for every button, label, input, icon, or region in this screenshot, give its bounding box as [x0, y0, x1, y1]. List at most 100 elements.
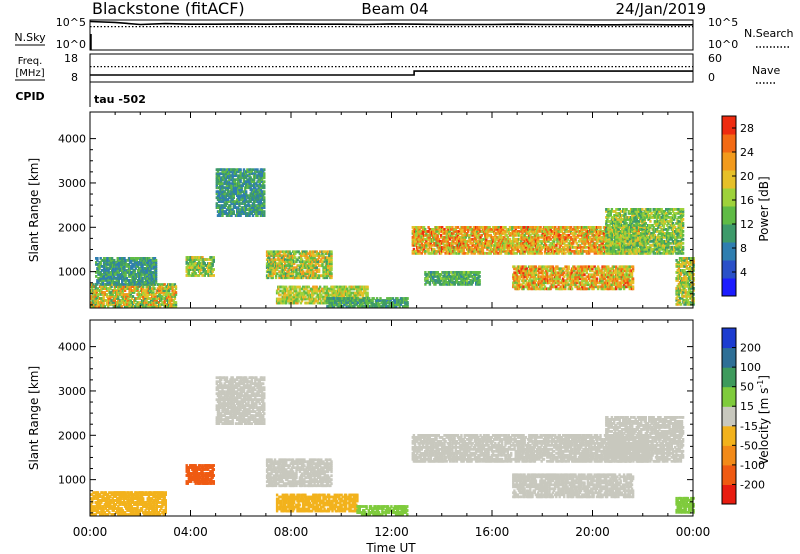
heatmap-cell: [134, 299, 137, 302]
heatmap-cell: [284, 268, 287, 272]
heatmap-cell: [471, 241, 474, 245]
heatmap-cell: [134, 305, 137, 308]
heatmap-cell: [117, 273, 120, 276]
heatmap-cell: [210, 274, 213, 277]
heatmap-cell: [263, 200, 266, 203]
heatmap-cell: [217, 174, 221, 178]
heatmap-cell: [339, 289, 342, 293]
heatmap-cell: [421, 232, 425, 235]
heatmap-cell: [258, 170, 261, 174]
heatmap-cell: [403, 299, 406, 302]
heatmap-cell: [317, 256, 321, 260]
heatmap-cell: [289, 289, 292, 293]
heatmap-cell: [296, 285, 299, 289]
heatmap-cell: [144, 267, 148, 270]
heatmap-cell: [144, 281, 148, 284]
heatmap-cell: [224, 212, 228, 215]
heatmap-cell: [226, 206, 230, 209]
heatmap-cell: [208, 268, 211, 271]
heatmap-cell: [128, 269, 132, 272]
heatmap-cell: [458, 230, 461, 233]
heatmap-cell: [203, 268, 206, 271]
heatmap-cell: [237, 192, 240, 196]
heatmap-cell: [148, 285, 152, 288]
heatmap-cell: [299, 301, 303, 305]
heatmap-cell: [274, 268, 278, 272]
heatmap-cell: [108, 289, 111, 292]
heatmap-cell: [473, 251, 477, 255]
heatmap-cell: [145, 282, 149, 286]
heatmap-cell: [238, 204, 241, 207]
heatmap-cell: [130, 273, 133, 276]
heatmap-cell: [194, 274, 197, 277]
heatmap-cell: [280, 254, 283, 258]
heatmap-cell: [151, 305, 154, 308]
heatmap-cell: [104, 277, 107, 280]
heatmap-cell: [257, 212, 260, 215]
heatmap-cell: [473, 232, 477, 235]
heatmap-cell: [97, 269, 100, 272]
heatmap-cell: [493, 230, 496, 233]
heatmap-cell: [159, 289, 162, 292]
heatmap-cell: [298, 252, 302, 256]
heatmap-cell: [254, 172, 257, 176]
heatmap-cell: [328, 266, 331, 270]
heatmap-cell: [260, 168, 264, 172]
heatmap-cell: [212, 274, 215, 277]
heatmap-cell: [326, 270, 330, 274]
heatmap-cell: [159, 285, 162, 288]
heatmap-cell: [275, 291, 279, 295]
heatmap-cell: [400, 301, 404, 304]
heatmap-cell: [279, 297, 282, 301]
heatmap-cell: [335, 293, 339, 297]
heatmap-cell: [300, 264, 304, 268]
heatmap-cell: [334, 299, 337, 302]
heatmap-cell: [95, 261, 98, 264]
heatmap-cell: [332, 287, 335, 291]
heatmap-cell: [462, 247, 465, 251]
heatmap-cell: [216, 196, 220, 200]
heatmap-cell: [258, 204, 261, 207]
heatmap-cell: [296, 291, 299, 295]
heatmap-cell: [168, 289, 171, 292]
heatmap-cell: [473, 243, 477, 247]
heatmap-cell: [480, 239, 483, 243]
heatmap-cell: [111, 303, 114, 306]
heatmap-cell: [448, 247, 452, 251]
heatmap-cell: [117, 263, 120, 266]
heatmap-cell: [289, 254, 292, 258]
heatmap-cell: [217, 180, 221, 184]
heatmap-cell: [224, 196, 228, 200]
heatmap-cell: [146, 305, 149, 308]
heatmap-cell: [147, 301, 151, 304]
heatmap-cell: [149, 301, 153, 304]
heatmap-cell: [124, 259, 127, 262]
heatmap-cell: [117, 299, 120, 302]
heatmap-cell: [226, 176, 230, 180]
heatmap-cell: [599, 226, 602, 229]
heatmap-cell: [130, 305, 134, 308]
heatmap-cell: [228, 172, 231, 176]
heatmap-cell: [219, 184, 222, 188]
heatmap-cell: [239, 196, 242, 200]
heatmap-cell: [278, 270, 281, 274]
heatmap-cell: [225, 180, 229, 184]
heatmap-cell: [513, 251, 516, 255]
heatmap-cell: [111, 295, 114, 298]
heatmap-cell: [209, 264, 212, 267]
heatmap-cell: [90, 295, 93, 298]
heatmap-cell: [272, 268, 276, 272]
heatmap-cell: [112, 267, 115, 270]
heatmap-cell: [221, 188, 224, 192]
heatmap-cell: [202, 264, 205, 267]
heatmap-cell: [463, 237, 466, 241]
heatmap-cell: [298, 266, 302, 270]
heatmap-cell: [326, 291, 330, 295]
heatmap-cell: [149, 297, 153, 300]
heatmap-cell: [346, 291, 349, 295]
heatmap-cell: [439, 228, 443, 231]
heatmap-cell: [329, 301, 332, 304]
heatmap-cell: [257, 188, 260, 192]
heatmap-cell: [113, 295, 117, 298]
heatmap-cell: [96, 299, 100, 302]
